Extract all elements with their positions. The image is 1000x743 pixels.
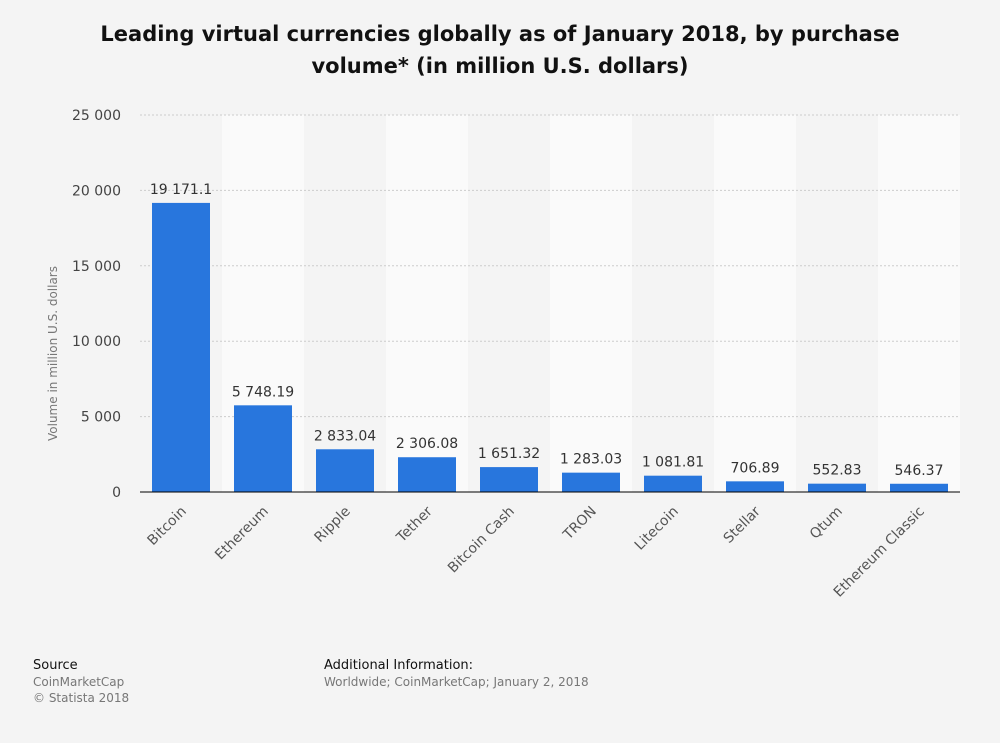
data-label: 706.89 — [731, 460, 780, 476]
bar-bitcoin[interactable] — [152, 202, 210, 492]
y-tick-label: 10 000 — [72, 334, 121, 350]
additional-info-block: Additional Information: Worldwide; CoinM… — [324, 658, 589, 690]
x-tick-label: Bitcoin Cash — [445, 504, 518, 577]
bar-ethereum[interactable] — [234, 405, 292, 492]
source-name[interactable]: CoinMarketCap — [33, 675, 125, 689]
data-label: 1 283.03 — [560, 452, 622, 468]
y-tick-label: 15 000 — [72, 259, 121, 275]
bar-ripple[interactable] — [316, 449, 374, 492]
bar-bitcoin-cash[interactable] — [480, 467, 538, 492]
data-label: 546.37 — [895, 463, 944, 479]
data-label: 5 748.19 — [232, 384, 294, 400]
data-label: 552.83 — [813, 463, 862, 479]
bar-stellar[interactable] — [726, 481, 784, 492]
source-heading: Source — [33, 658, 78, 673]
bar-qtum[interactable] — [808, 483, 866, 492]
column-band — [878, 115, 960, 492]
y-tick-label: 5 000 — [81, 410, 121, 426]
column-band — [386, 115, 468, 492]
y-tick-label: 20 000 — [72, 183, 121, 199]
x-tick-label: Ripple — [311, 504, 353, 546]
y-tick-label: 0 — [112, 485, 121, 501]
x-tick-label: Bitcoin — [145, 504, 190, 549]
column-band — [550, 115, 632, 492]
data-label: 2 833.04 — [314, 428, 376, 444]
x-tick-label: Tether — [393, 503, 436, 546]
source-block: Source CoinMarketCap © Statista 2018 — [33, 658, 129, 706]
data-label: 1 651.32 — [478, 446, 540, 462]
column-band — [714, 115, 796, 492]
bar-tron[interactable] — [562, 472, 620, 492]
x-tick-label: Qtum — [807, 504, 846, 543]
copyright[interactable]: © Statista 2018 — [33, 691, 130, 705]
bar-tether[interactable] — [398, 457, 456, 492]
x-tick-label: Ethereum — [212, 504, 272, 564]
additional-info-heading: Additional Information: — [324, 658, 474, 673]
x-tick-label: Litecoin — [632, 504, 682, 554]
data-label: 1 081.81 — [642, 455, 704, 471]
data-label: 2 306.08 — [396, 436, 458, 452]
x-tick-label: Stellar — [721, 503, 764, 546]
x-tick-label: TRON — [560, 504, 600, 544]
additional-info-text: Worldwide; CoinMarketCap; January 2, 201… — [324, 675, 589, 689]
y-axis-label: Volume in million U.S. dollars — [46, 266, 60, 441]
chart-title: Leading virtual currencies globally as o… — [100, 22, 900, 78]
y-tick-label: 25 000 — [72, 108, 121, 124]
bar-ethereum-classic[interactable] — [890, 483, 948, 492]
data-label: 19 171.1 — [150, 182, 212, 198]
bar-litecoin[interactable] — [644, 475, 702, 492]
x-tick-label: Ethereum Classic — [831, 504, 928, 601]
